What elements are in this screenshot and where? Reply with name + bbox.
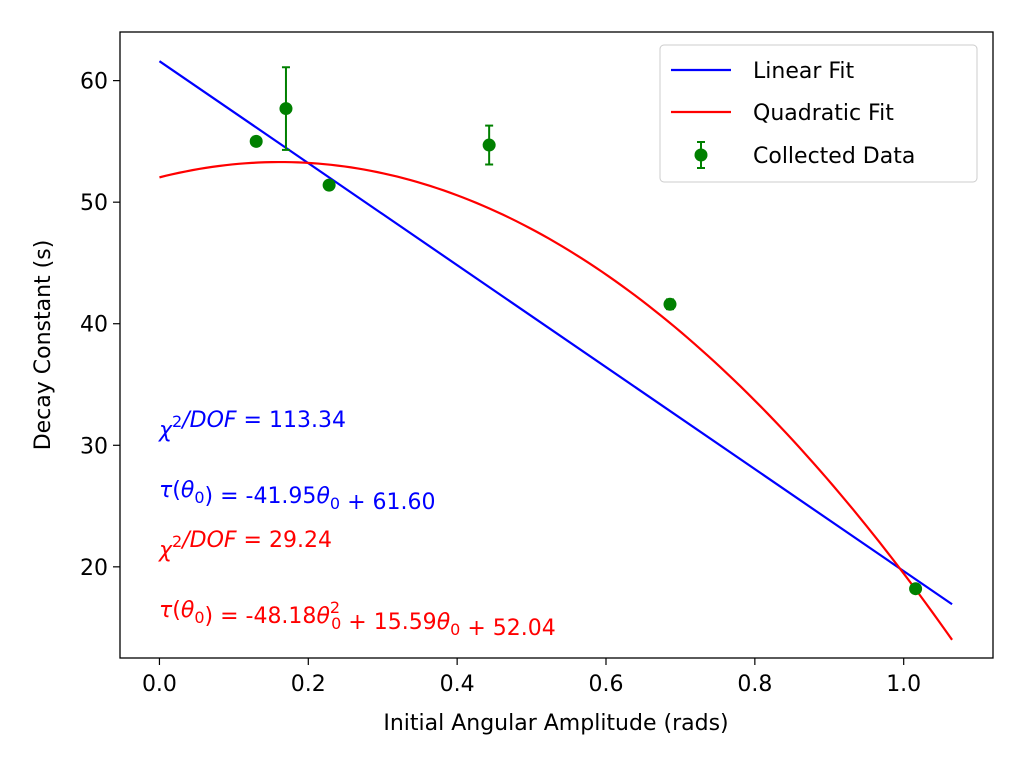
math-symbol: θ [181,478,195,503]
legend-label: Quadratic Fit [753,101,894,126]
plot-frame [119,31,994,659]
data-point [663,297,677,311]
legend-label: Linear Fit [753,59,855,84]
math-symbol: χ [158,538,173,563]
y-tick-label: 50 [80,191,108,216]
fit-annotations: χ2/DOF = 113.34τ(θ0) = -41.95θ0 + 61.60χ… [158,408,556,641]
fit-annotation-3: τ(θ0) = -48.18θ2 0 + 15.59θ0 + 52.04 [159,598,556,641]
subscript: 0 [194,488,204,507]
x-axis-label: Initial Angular Amplitude (rads) [383,711,728,736]
subscript: 0 [450,620,460,639]
math-symbol: θ [316,484,330,509]
math-symbol: θ [181,598,195,623]
annotation-text: + 61.60 [340,490,435,515]
annotation-text: = 113.34 [237,408,346,433]
annotation-text: ( [172,598,181,623]
annotation-text: = 29.24 [237,528,332,553]
x-tick-label: 0.4 [440,672,475,697]
fit-annotation-0: χ2/DOF = 113.34 [158,408,346,443]
math-symbol: θ [437,610,451,635]
annotation-text: ) = -48.18 [205,604,317,629]
data-point [279,102,293,116]
x-tick-label: 0.0 [142,672,177,697]
legend: Linear Fit Quadratic Fit Collected Data [659,44,978,183]
legend-box [659,44,978,183]
annotation-text: + 52.04 [460,616,555,641]
data-point [249,134,263,148]
y-tick-label: 40 [80,313,108,338]
linear-fit-line [158,60,953,606]
legend-label: Collected Data [753,144,915,169]
annotation-text: ) = -41.95 [205,484,317,509]
math-symbol: /DOF [180,528,237,553]
superscript: 2 [172,532,182,551]
y-tick-label: 30 [80,434,108,459]
x-tick-label: 0.6 [588,672,623,697]
x-tick-label: 0.8 [737,672,772,697]
x-axis-ticks: 0.0 0.2 0.4 0.6 0.8 1.0 [142,658,921,697]
math-symbol: χ [158,418,173,443]
subscript: 0 [331,614,341,633]
annotation-text: + 15.59 [341,610,436,635]
math-symbol: τ [159,598,173,623]
y-tick-label: 20 [80,556,108,581]
quadratic-fit-line [159,160,953,641]
x-tick-label: 1.0 [886,672,921,697]
legend-swatch-point [694,148,708,162]
subscript: 0 [194,608,204,627]
superscript: 2 [330,598,340,617]
math-symbol: τ [159,478,173,503]
math-symbol: /DOF [180,408,237,433]
fit-lines [158,60,953,641]
x-tick-label: 0.2 [291,672,326,697]
fit-annotation-2: χ2/DOF = 29.24 [158,528,332,563]
y-axis-label: Decay Constant (s) [31,240,56,451]
data-point [482,138,496,152]
subscript: 0 [330,494,340,513]
data-point [322,178,336,192]
y-axis-ticks: 20 30 40 50 60 [80,70,120,581]
superscript: 2 [172,412,182,431]
data-point [909,582,923,596]
annotation-text: ( [172,478,181,503]
fit-annotation-1: τ(θ0) = -41.95θ0 + 61.60 [159,478,436,515]
math-symbol: θ [316,604,330,629]
data-points [249,66,923,596]
y-tick-label: 60 [80,70,108,95]
